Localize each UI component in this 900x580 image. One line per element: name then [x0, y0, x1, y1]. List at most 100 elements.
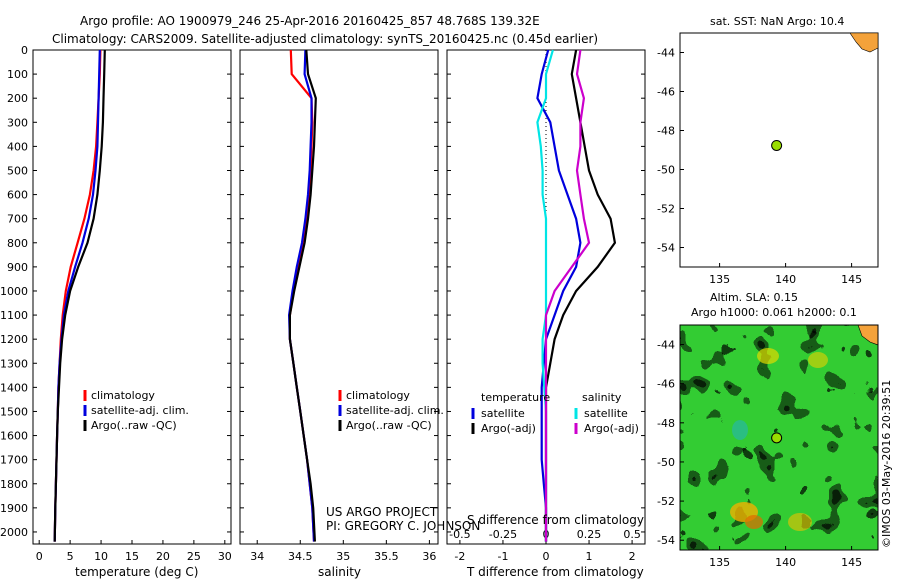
x-tick-label: 0: [36, 550, 43, 563]
x-tick-label: 0: [543, 550, 550, 563]
depth-tick-label: 0: [21, 44, 28, 57]
top-tick-label: 0.25: [577, 528, 602, 541]
tasmania-coastline: [849, 32, 879, 53]
depth-tick-label: 300: [7, 116, 28, 129]
top-tick-label: -0.5: [449, 528, 470, 541]
legend-label: Argo(-adj): [584, 422, 639, 435]
x-tick-label: 2: [629, 550, 636, 563]
legend-label: satellite-adj. clim.: [346, 404, 444, 417]
legend-label: satellite: [584, 407, 628, 420]
depth-tick-label: 1500: [0, 405, 28, 418]
map-x-tick-label: 140: [775, 556, 796, 569]
difference-plot: -2-1012-0.5-0.2500.250.5temperaturesalin…: [447, 49, 645, 563]
depth-tick-label: 1700: [0, 454, 28, 467]
legend-label: Argo(-adj): [481, 422, 536, 435]
sla-title-line-2: Argo h1000: 0.061 h2000: 0.1: [691, 306, 857, 319]
project-credit: US ARGO PROJECT: [326, 505, 438, 519]
legend-label: Argo(..raw -QC): [91, 419, 177, 432]
x-tick-label: 34.5: [288, 550, 313, 563]
x-tick-label: 34: [250, 550, 264, 563]
salinity-plot: 34 34.5 35 35.5 36 climatology satellite-adj. …: [240, 49, 444, 563]
sla-title-line-1: Altim. SLA: 0.15: [710, 291, 798, 304]
x-tick-label: 20: [156, 550, 170, 563]
map-y-tick-label: -46: [657, 86, 675, 99]
legend-label: climatology: [346, 389, 410, 402]
map-y-tick-label: -44: [657, 339, 675, 352]
depth-tick-label: 800: [7, 237, 28, 250]
imos-timestamp: ©IMOS 03-May-2016 20:39:51: [880, 380, 893, 548]
top-tick-label: 0.5: [623, 528, 641, 541]
series-line-climatology: [53, 49, 102, 542]
sst-map-plot: 135 140 145 -44 -46 -48 -50 -52 -54: [657, 47, 862, 287]
x-tick-label: 35: [336, 550, 350, 563]
temperature-panel-frame: [32, 49, 232, 545]
x-tick-label: 5: [67, 550, 74, 563]
legend-title-salinity: salinity: [582, 391, 622, 404]
depth-tick-label: 1400: [0, 381, 28, 394]
x-tick-label: -2: [454, 550, 465, 563]
map-y-tick-label: -52: [657, 203, 675, 216]
legend-label: satellite: [481, 407, 525, 420]
sst-map-frame: [679, 32, 879, 268]
map-x-tick-label: 140: [775, 273, 796, 286]
salinity-axis-label: salinity: [318, 565, 361, 579]
t-difference-axis-label: T difference from climatology: [466, 565, 644, 579]
map-y-tick-label: -46: [657, 378, 675, 391]
map-x-tick-label: 145: [841, 273, 862, 286]
legend-title-temperature: temperature: [481, 391, 550, 404]
depth-tick-label: 1900: [0, 502, 28, 515]
depth-axis: 0 100 200 300 400 500 600 700 800 900 1000 1100 1200…: [0, 44, 28, 539]
map-y-tick-label: -54: [657, 534, 675, 547]
legend-label: climatology: [91, 389, 155, 402]
header-line-2: Climatology: CARS2009. Satellite-adjuste…: [52, 32, 598, 46]
depth-tick-label: 1100: [0, 309, 28, 322]
x-tick-label: 15: [125, 550, 139, 563]
legend-label: satellite-adj. clim.: [91, 404, 189, 417]
map-y-tick-label: -48: [657, 417, 675, 430]
series-line-salinity-argo-adj: [544, 49, 591, 542]
depth-tick-label: 400: [7, 140, 28, 153]
series-line-temperature-satellite: [536, 49, 582, 542]
x-tick-label: 25: [187, 550, 201, 563]
temperature-plot: 0 5 10 15 20 25 30 climatology satellite-adj. cl…: [33, 49, 232, 563]
depth-tick-label: 1200: [0, 333, 28, 346]
salinity-panel-frame: [239, 49, 439, 545]
depth-tick-label: 1000: [0, 285, 28, 298]
series-line-argo-raw-qc: [288, 49, 317, 542]
map-x-tick-label: 135: [709, 556, 730, 569]
pi-credit: PI: GREGORY C. JOHNSON: [326, 519, 480, 533]
x-tick-label: -1: [497, 550, 508, 563]
depth-tick-label: 700: [7, 213, 28, 226]
float-position-marker: [771, 432, 783, 444]
x-tick-label: 10: [94, 550, 108, 563]
depth-tick-label: 1300: [0, 357, 28, 370]
legend-label: Argo(..raw -QC): [346, 419, 432, 432]
depth-tick-label: 1800: [0, 478, 28, 491]
depth-tick-label: 600: [7, 189, 28, 202]
sla-map-plot: 135 140 145 -44 -46 -48 -50 -52 -54: [657, 339, 862, 569]
map-y-tick-label: -50: [657, 456, 675, 469]
sla-map-frame: [679, 324, 879, 551]
temperature-axis-label: temperature (deg C): [75, 565, 198, 579]
series-line-satellite-adj-clim: [53, 49, 101, 542]
sst-map-title: sat. SST: NaN Argo: 10.4: [710, 15, 844, 28]
depth-tick-label: 100: [7, 68, 28, 81]
map-y-tick-label: -48: [657, 125, 675, 138]
depth-tick-label: 2000: [0, 526, 28, 539]
depth-tick-label: 200: [7, 92, 28, 105]
x-tick-label: 1: [586, 550, 593, 563]
float-position-marker: [771, 139, 783, 151]
map-y-tick-label: -52: [657, 495, 675, 508]
depth-tick-label: 500: [7, 164, 28, 177]
top-tick-label: -0.25: [489, 528, 517, 541]
x-tick-label: 35.5: [374, 550, 399, 563]
map-y-tick-label: -54: [657, 242, 675, 255]
depth-tick-label: 900: [7, 261, 28, 274]
map-x-tick-label: 135: [709, 273, 730, 286]
map-x-tick-label: 145: [841, 556, 862, 569]
map-y-tick-label: -50: [657, 164, 675, 177]
s-difference-axis-label: S difference from climatology: [467, 513, 644, 527]
x-tick-label: 30: [218, 550, 232, 563]
x-tick-label: 36: [422, 550, 436, 563]
